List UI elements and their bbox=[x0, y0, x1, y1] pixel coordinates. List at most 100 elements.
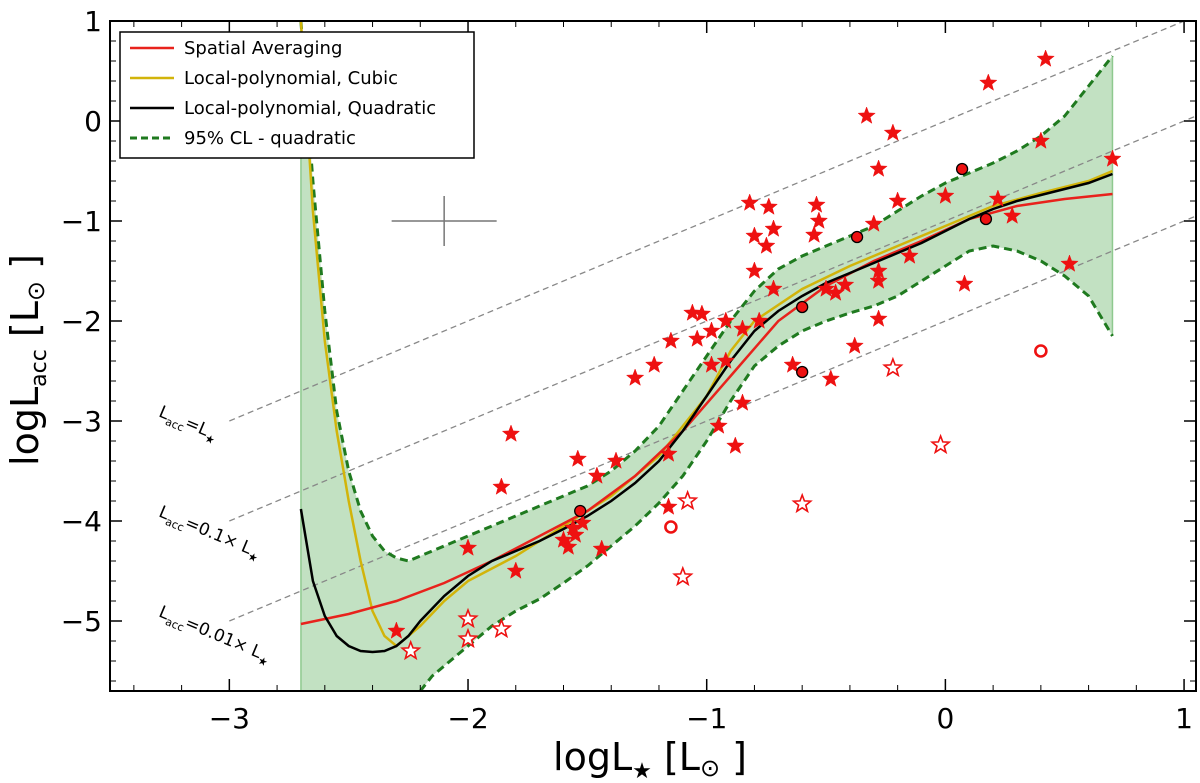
y-tick-label: −1 bbox=[61, 205, 102, 238]
star-marker-filled bbox=[869, 271, 888, 289]
star-marker-filled bbox=[726, 436, 745, 454]
circle-marker-filled bbox=[574, 504, 587, 518]
star-marker-filled bbox=[661, 331, 681, 349]
x-axis-label-unit-sub: ⊙ bbox=[700, 754, 720, 782]
y-axis-label-unit-close: ] bbox=[3, 254, 47, 269]
star-marker-filled bbox=[864, 214, 883, 232]
star-marker-filled bbox=[816, 279, 836, 297]
star-marker-filled bbox=[1003, 206, 1022, 224]
star-marker-open bbox=[457, 607, 479, 629]
guide-label-star: ★ bbox=[203, 431, 217, 447]
guide-line-0 bbox=[229, 21, 1186, 422]
axis-ticks bbox=[110, 20, 1196, 691]
star-marker-filled bbox=[759, 197, 778, 215]
circle-marker-open bbox=[664, 520, 678, 534]
y-tick-label: −2 bbox=[61, 305, 102, 338]
y-tick-label: 0 bbox=[84, 105, 102, 138]
star-marker-filled bbox=[764, 219, 783, 237]
star-marker-filled bbox=[936, 186, 955, 204]
x-tick-label: −2 bbox=[447, 702, 488, 735]
confidence-band-fill bbox=[300, 21, 1113, 691]
star-marker-filled bbox=[733, 319, 752, 337]
star-marker-filled bbox=[506, 561, 525, 579]
star-marker-filled bbox=[606, 451, 626, 469]
y-tick-label: −4 bbox=[61, 505, 102, 538]
star-marker-filled bbox=[883, 123, 903, 141]
star-marker-filled bbox=[783, 355, 802, 373]
x-tick-label: 0 bbox=[936, 702, 954, 735]
data-markers bbox=[387, 49, 1122, 661]
x-axis-label-unit-close: ] bbox=[732, 735, 747, 779]
star-marker-filled bbox=[809, 211, 829, 229]
x-tick-label: −1 bbox=[686, 702, 727, 735]
star-marker-filled bbox=[869, 309, 888, 327]
star-marker-filled bbox=[387, 621, 406, 639]
star-marker-filled bbox=[692, 304, 712, 322]
legend-box bbox=[119, 31, 475, 159]
circle-marker-filled bbox=[796, 300, 809, 314]
legend-label-spatial: Spatial Averaging bbox=[184, 38, 342, 59]
star-marker-filled bbox=[587, 466, 607, 484]
star-marker-filled bbox=[592, 539, 611, 557]
star-marker-filled bbox=[716, 351, 736, 369]
star-marker-filled bbox=[501, 424, 521, 442]
star-marker-filled bbox=[492, 477, 511, 495]
circle-marker-filled bbox=[955, 162, 969, 176]
y-tick-label: −3 bbox=[61, 405, 102, 438]
cubic-fit-line bbox=[299, 21, 1113, 648]
star-marker-filled bbox=[625, 368, 645, 386]
star-marker-filled bbox=[573, 513, 592, 531]
star-marker-filled bbox=[559, 537, 578, 555]
star-marker-filled bbox=[1060, 254, 1079, 272]
circle-marker-filled bbox=[979, 212, 993, 226]
plot-frame bbox=[109, 20, 1197, 692]
star-marker-filled bbox=[979, 73, 998, 91]
star-marker-open bbox=[791, 492, 813, 514]
star-marker-filled bbox=[888, 191, 907, 209]
star-marker-filled bbox=[1031, 131, 1051, 149]
star-marker-filled bbox=[568, 449, 588, 467]
star-marker-filled bbox=[804, 225, 824, 243]
star-marker-open bbox=[457, 627, 479, 649]
guide-label-star: ★ bbox=[246, 549, 260, 565]
star-marker-filled bbox=[687, 329, 707, 347]
x-tick-label: −3 bbox=[209, 702, 250, 735]
star-marker-filled bbox=[821, 369, 841, 387]
star-marker-filled bbox=[955, 274, 974, 292]
star-marker-filled bbox=[659, 444, 678, 462]
star-marker-filled bbox=[835, 275, 855, 293]
ci-lower-line bbox=[419, 244, 1114, 691]
star-marker-filled bbox=[566, 525, 585, 543]
star-marker-open bbox=[882, 356, 904, 378]
star-marker-filled bbox=[716, 311, 736, 329]
star-marker-open bbox=[490, 617, 513, 639]
star-marker-filled bbox=[659, 497, 678, 515]
fit-curves bbox=[299, 21, 1114, 691]
legend-label-cubic: Local-polynomial, Cubic bbox=[184, 68, 398, 89]
x-axis-label-prefix: logL bbox=[553, 735, 632, 779]
star-marker-filled bbox=[683, 303, 702, 321]
circle-marker-filled bbox=[796, 365, 809, 379]
legend: Spatial Averaging Local-polynomial, Cubi… bbox=[119, 31, 475, 159]
star-marker-filled bbox=[745, 226, 764, 244]
x-axis-label: logL★ [L⊙ ] bbox=[553, 735, 747, 783]
star-marker-open bbox=[672, 565, 694, 587]
star-marker-filled bbox=[869, 159, 888, 177]
star-marker-filled bbox=[709, 416, 728, 434]
star-marker-filled bbox=[458, 538, 478, 556]
legend-label-ci: 95% CL - quadratic bbox=[184, 128, 356, 149]
ci-upper-line bbox=[299, 21, 1114, 563]
x-axis-label-sub: ★ bbox=[632, 759, 652, 783]
star-marker-filled bbox=[988, 189, 1008, 207]
representative-error-bar bbox=[391, 196, 497, 246]
star-marker-open bbox=[400, 639, 422, 661]
x-axis-label-unit: [L bbox=[664, 735, 700, 779]
guide-label-star: ★ bbox=[256, 654, 270, 670]
star-marker-filled bbox=[900, 246, 919, 264]
y-axis-label-prefix: logL bbox=[3, 387, 47, 466]
axis-tick-labels: −3 −2 −1 0 1 1 0 −1 −2 −3 −4 −5 bbox=[61, 5, 1193, 735]
star-marker-filled bbox=[644, 355, 664, 373]
legend-label-quadratic: Local-polynomial, Quadratic bbox=[184, 98, 436, 119]
guide-line-1 bbox=[229, 115, 1196, 522]
x-tick-label: 1 bbox=[1175, 702, 1193, 735]
